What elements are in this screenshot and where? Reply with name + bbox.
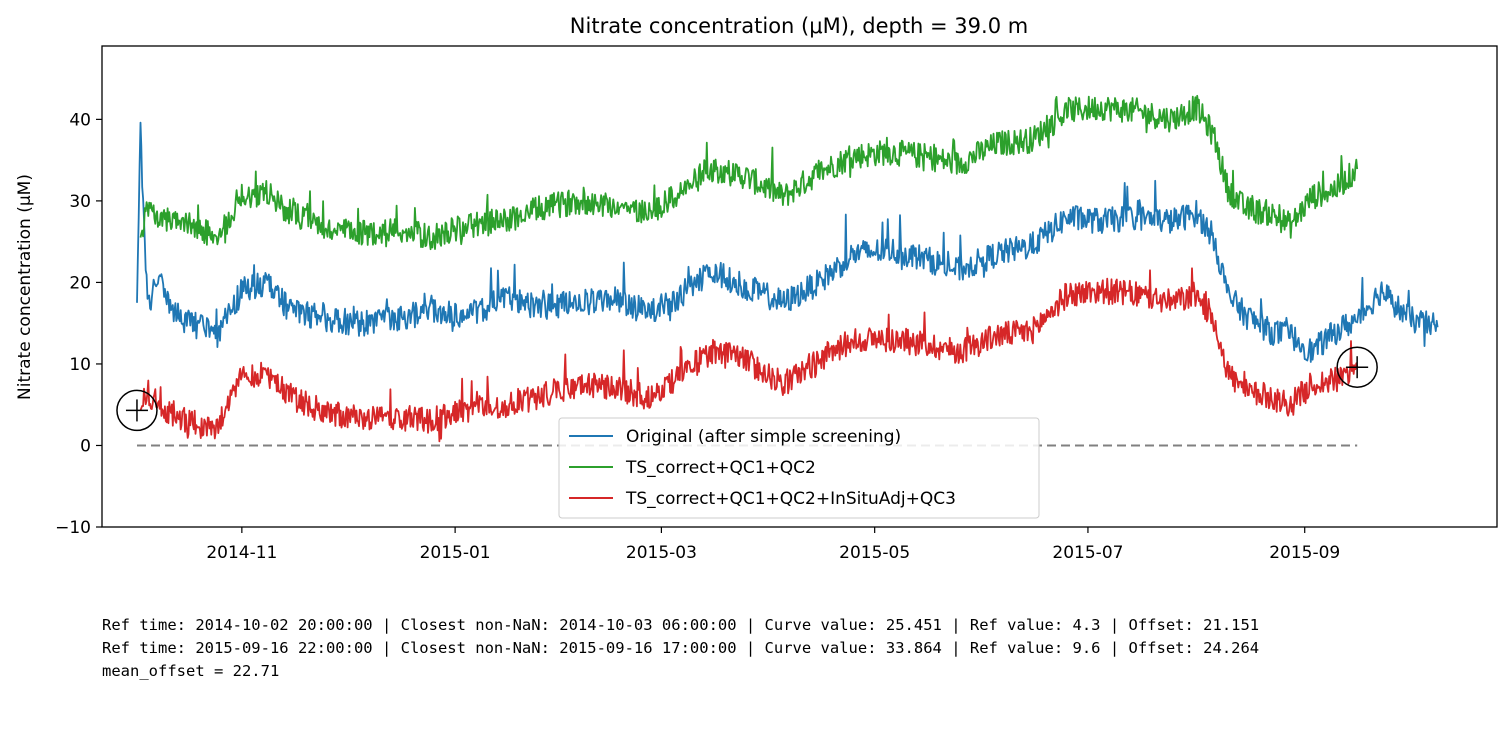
y-axis-label: Nitrate concentration (μM) [15,174,35,400]
y-tick-label: −10 [55,518,91,538]
x-tick-label: 2015-03 [626,543,697,563]
series-line-0 [136,121,1439,363]
y-tick-label: 30 [69,192,91,212]
series-line-2 [139,267,1359,443]
reference-marker-1 [1336,346,1378,388]
offset-note-1: Ref time: 2014-10-02 20:00:00 | Closest … [102,616,1260,634]
plot-area [116,94,1439,447]
chart-title: Nitrate concentration (μM), depth = 39.0… [570,14,1028,38]
x-tick-label: 2015-07 [1052,543,1123,563]
marker-circle [1336,346,1378,388]
y-tick-label: 0 [80,436,91,456]
reference-marker-0 [116,389,158,432]
legend-label: TS_correct+QC1+QC2+InSituAdj+QC3 [625,489,956,509]
x-tick-label: 2015-01 [420,543,491,563]
y-tick-label: 20 [69,273,91,293]
x-tick-label: 2014-11 [206,543,277,563]
x-tick-label: 2015-05 [839,543,910,563]
nitrate-chart: Nitrate concentration (μM), depth = 39.0… [15,14,1498,563]
offset-note-2: Ref time: 2015-09-16 22:00:00 | Closest … [102,639,1260,657]
y-tick-label: 10 [69,355,91,375]
y-tick-label: 40 [69,110,91,130]
series-line-1 [139,94,1359,251]
legend-label: Original (after simple screening) [626,427,901,447]
x-tick-label: 2015-09 [1269,543,1340,563]
legend: Original (after simple screening) TS_corr… [558,417,1040,519]
plot-frame [101,45,1498,528]
marker-circle [116,389,158,432]
legend-box [558,417,1040,519]
legend-label: TS_correct+QC1+QC2 [625,458,816,478]
mean-offset-note: mean_offset = 22.71 [102,662,280,680]
axes: −10 0 10 20 30 40 2014-11 2015-01 2015-03 2015-05… [55,45,1498,563]
